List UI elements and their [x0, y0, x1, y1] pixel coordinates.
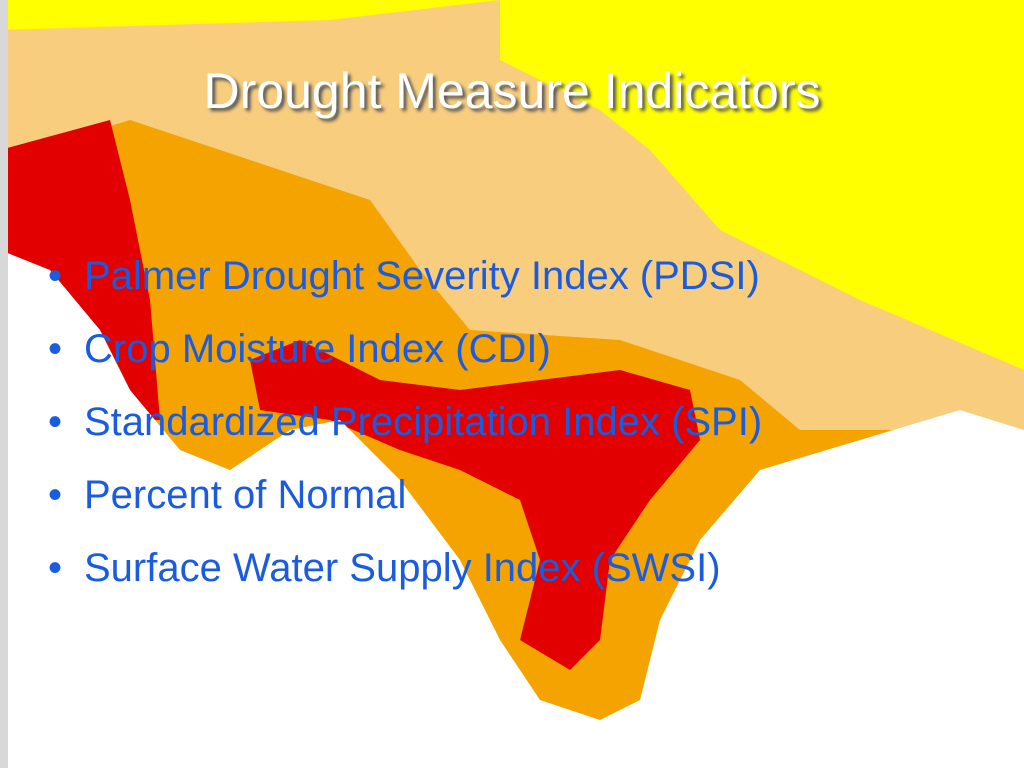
bullet-item: Standardized Precipitation Index (SPI)	[40, 386, 762, 459]
slide-title: Drought Measure Indicators	[203, 63, 821, 119]
bullet-item: Palmer Drought Severity Index (PDSI)	[40, 240, 762, 313]
bullet-item: Percent of Normal	[40, 459, 762, 532]
bullet-list: Palmer Drought Severity Index (PDSI)Crop…	[40, 240, 762, 605]
bullet-item: Surface Water Supply Index (SWSI)	[40, 532, 762, 605]
bullet-item: Crop Moisture Index (CDI)	[40, 313, 762, 386]
